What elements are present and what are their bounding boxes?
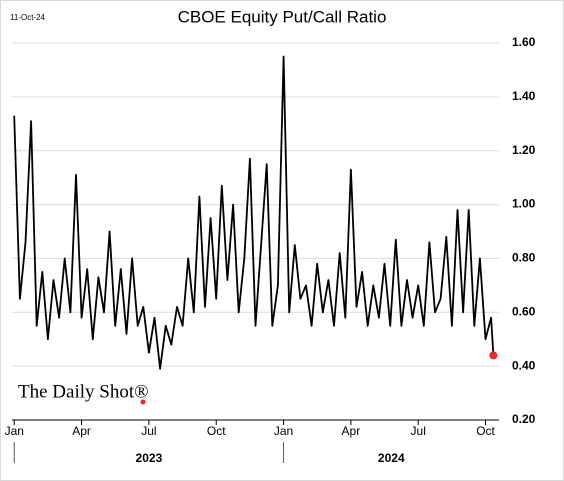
x-tick-label: Apr xyxy=(342,424,361,438)
watermark-dot xyxy=(140,399,146,405)
x-tick-label: Jul xyxy=(411,424,426,438)
y-tick-label: 1.40 xyxy=(512,89,536,103)
y-tick-label: 1.00 xyxy=(512,197,536,211)
y-tick-label: 0.80 xyxy=(512,251,536,265)
y-tick-label: 1.60 xyxy=(512,35,536,49)
x-tick-label: Jul xyxy=(141,424,156,438)
x-tick-label: Oct xyxy=(207,424,226,438)
y-tick-label: 0.20 xyxy=(512,412,536,426)
x-tick-label: Apr xyxy=(72,424,91,438)
x-tick-label: Jan xyxy=(5,424,24,438)
watermark: The Daily Shot® xyxy=(18,381,149,402)
x-tick-label: Jan xyxy=(274,424,293,438)
y-tick-label: 1.20 xyxy=(512,143,536,157)
year-label: 2023 xyxy=(136,451,163,465)
y-tick-label: 0.60 xyxy=(512,304,536,318)
y-tick-label: 0.40 xyxy=(512,358,536,372)
year-label: 2024 xyxy=(378,451,405,465)
date-note: 11-Oct-24 xyxy=(10,13,46,22)
last-point xyxy=(489,351,498,360)
line-series xyxy=(13,55,495,370)
chart-title: CBOE Equity Put/Call Ratio xyxy=(178,7,387,26)
x-tick-label: Oct xyxy=(476,424,495,438)
